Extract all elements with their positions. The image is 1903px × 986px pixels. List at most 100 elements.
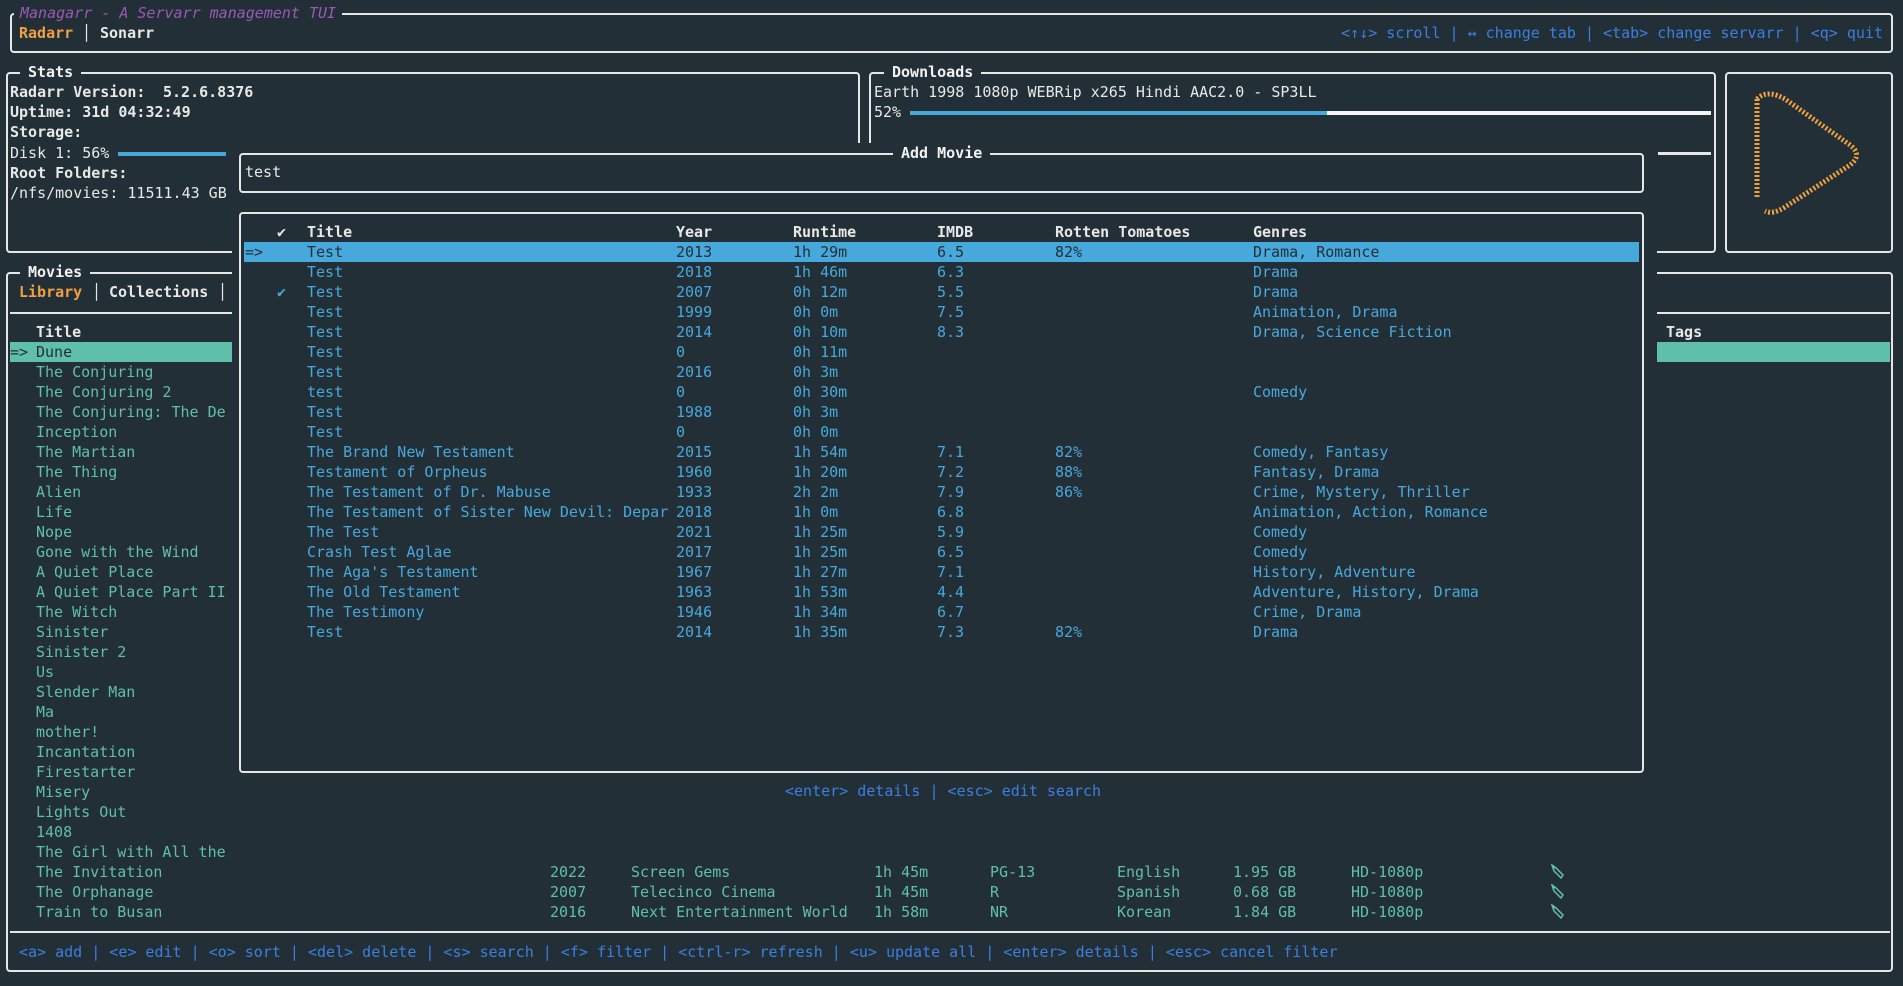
library-row-title[interactable]: Alien [36, 483, 82, 501]
result-cell-runtime: 0h 3m [793, 363, 839, 381]
tab-library[interactable]: Library [19, 283, 83, 301]
library-row-title[interactable]: The Conjuring [36, 363, 154, 381]
result-cell-genres: Drama, Science Fiction [1253, 323, 1452, 341]
result-cell-genres: History, Adventure [1253, 563, 1416, 581]
selected-result-row[interactable] [244, 242, 1639, 262]
result-cell-title[interactable]: Test [307, 343, 344, 361]
library-row-title[interactable]: A Quiet Place Part II [36, 583, 226, 601]
library-row-title[interactable]: Incantation [36, 743, 136, 761]
library-row-title[interactable]: Lights Out [36, 803, 127, 821]
result-cell-runtime: 2h 2m [793, 483, 839, 501]
result-cell-title[interactable]: The Testament of Dr. Mabuse [307, 483, 551, 501]
result-cell-runtime: 0h 0m [793, 423, 839, 441]
result-cell-title[interactable]: The Testimony [307, 603, 425, 621]
tab-radarr[interactable]: Radarr [19, 24, 74, 42]
result-cell-title[interactable]: Test [307, 423, 344, 441]
result-cell-genres: Animation, Action, Romance [1253, 503, 1488, 521]
result-cell-title[interactable]: Test [307, 283, 344, 301]
library-row-title[interactable]: The Orphanage [36, 883, 154, 901]
library-row-title[interactable]: The Invitation [36, 863, 163, 881]
result-cell-genres: Adventure, History, Drama [1253, 583, 1479, 601]
result-cell-year: 1999 [676, 303, 713, 321]
library-row-title[interactable]: mother! [36, 723, 100, 741]
result-cell-title[interactable]: The Brand New Testament [307, 443, 515, 461]
library-row-title[interactable]: Firestarter [36, 763, 136, 781]
result-cell-year: 0 [676, 343, 686, 361]
result-cell-title[interactable]: Test [307, 263, 344, 281]
library-row-title[interactable]: Nope [36, 523, 73, 541]
library-cell-year: 2016 [550, 903, 587, 921]
result-cell-genres: Comedy [1253, 543, 1308, 561]
result-cell-runtime: 1h 53m [793, 583, 848, 601]
logo-box [1725, 72, 1893, 253]
library-row-title[interactable]: Slender Man [36, 683, 136, 701]
search-input[interactable]: test [245, 163, 282, 181]
library-cell-language: Spanish [1117, 883, 1181, 901]
tag-icon [1550, 902, 1566, 924]
library-row-title[interactable]: Sinister 2 [36, 643, 127, 661]
library-row-title[interactable]: Ma [36, 703, 55, 721]
result-cell-runtime: 0h 3m [793, 403, 839, 421]
library-row-title[interactable]: The Conjuring 2 [36, 383, 172, 401]
movies-divider [10, 931, 1890, 933]
app-title: Managarr - A Servarr management TUI [14, 3, 343, 23]
result-cell-title[interactable]: Test [307, 323, 344, 341]
library-row-title[interactable]: The Witch [36, 603, 118, 621]
tab-collections[interactable]: Collections [109, 283, 209, 301]
result-cell-title[interactable]: test [307, 383, 344, 401]
library-row-title[interactable]: Inception [36, 423, 118, 441]
result-cell-title[interactable]: The Aga's Testament [307, 563, 479, 581]
result-cell-genres: Drama [1253, 283, 1299, 301]
result-cell-title[interactable]: The Old Testament [307, 583, 461, 601]
result-cell-runtime: 1h 25m [793, 543, 848, 561]
result-cell-year: 2007 [676, 283, 713, 301]
result-cell-genres: Crime, Mystery, Thriller [1253, 483, 1470, 501]
result-cell-runtime: 0h 11m [793, 343, 848, 361]
library-cell-language: English [1117, 863, 1181, 881]
result-selector: => [245, 243, 264, 261]
result-cell-title[interactable]: Crash Test Aglae [307, 543, 452, 561]
result-cell-runtime: 0h 30m [793, 383, 848, 401]
results-header-rotten-tomatoes: Rotten Tomatoes [1055, 223, 1191, 241]
result-cell-title[interactable]: Test [307, 403, 344, 421]
result-cell-year: 0 [676, 383, 686, 401]
result-cell-imdb: 6.3 [937, 263, 965, 281]
library-row-title[interactable]: The Girl with All the [36, 843, 226, 861]
result-cell-title[interactable]: The Test [307, 523, 380, 541]
result-cell-imdb: 7.3 [937, 623, 965, 641]
library-row-title[interactable]: Life [36, 503, 73, 521]
result-cell-genres: Comedy [1253, 383, 1308, 401]
library-row-title[interactable]: A Quiet Place [36, 563, 154, 581]
result-cell-runtime: 1h 20m [793, 463, 848, 481]
result-cell-imdb: 7.9 [937, 483, 965, 501]
result-cell-title[interactable]: The Testament of Sister New Devil: Depar [307, 503, 669, 521]
library-cell-runtime: 1h 58m [874, 903, 929, 921]
library-row-title[interactable]: The Conjuring: The De [36, 403, 226, 421]
result-cell-title[interactable]: Test [307, 623, 344, 641]
library-cell-size: 0.68 GB [1233, 883, 1297, 901]
library-row-title[interactable]: Train to Busan [36, 903, 163, 921]
library-row-title[interactable]: The Thing [36, 463, 118, 481]
library-row-title[interactable]: Gone with the Wind [36, 543, 199, 561]
result-cell-year: 2016 [676, 363, 713, 381]
tag-icon [1550, 882, 1566, 904]
result-cell-title[interactable]: Testament of Orpheus [307, 463, 488, 481]
radarr-logo-icon [1754, 91, 1859, 215]
result-cell-title[interactable]: Test [307, 363, 344, 381]
results-header-title: Title [307, 223, 353, 241]
result-cell-genres: Fantasy, Drama [1253, 463, 1380, 481]
library-row-title[interactable]: The Martian [36, 443, 136, 461]
tab-sonarr[interactable]: Sonarr [100, 24, 155, 42]
result-cell-title[interactable]: Test [307, 303, 344, 321]
result-cell-title[interactable]: Test [307, 243, 344, 261]
tag-icon [1550, 862, 1566, 884]
results-header-check: ✔ [277, 223, 287, 241]
result-cell-runtime: 1h 0m [793, 503, 839, 521]
library-row-title[interactable]: Misery [36, 783, 91, 801]
result-cell-genres: Comedy [1253, 523, 1308, 541]
library-row-title[interactable]: 1408 [36, 823, 73, 841]
library-row-title[interactable]: Dune [36, 343, 73, 361]
library-row-title[interactable]: Us [36, 663, 55, 681]
library-row-title[interactable]: Sinister [36, 623, 109, 641]
library-cell-runtime: 1h 45m [874, 883, 929, 901]
